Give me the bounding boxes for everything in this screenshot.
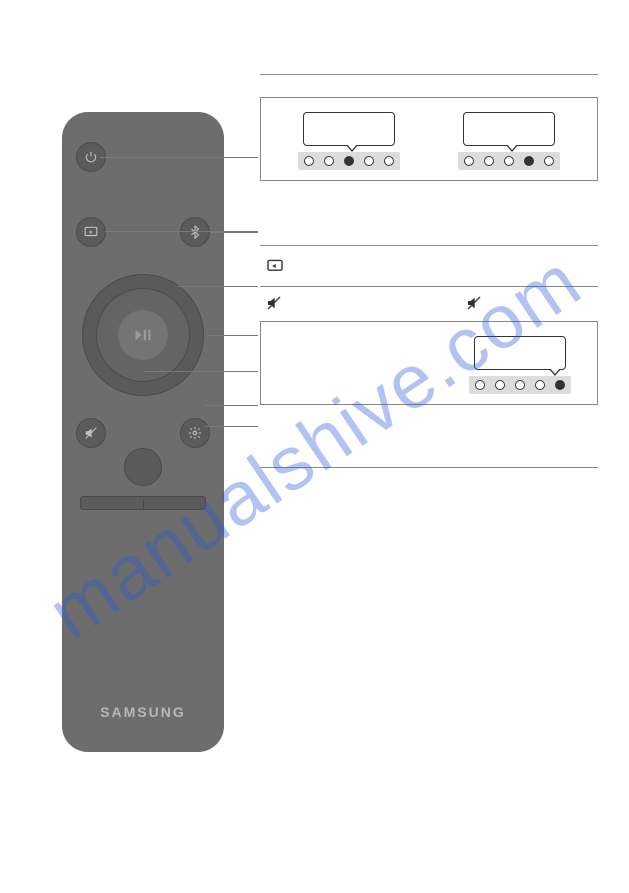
- led-panel-2: [260, 321, 598, 405]
- led-panel-1: [260, 97, 598, 181]
- led-off: [475, 380, 485, 390]
- power-icon: [84, 150, 98, 164]
- mute-icon: [266, 295, 286, 311]
- play-pause-button[interactable]: [118, 310, 168, 360]
- source-button[interactable]: [76, 217, 106, 247]
- led-on: [524, 156, 534, 166]
- brand-label: SAMSUNG: [62, 704, 224, 720]
- source-icon: [266, 259, 286, 273]
- mute-callout-row: [260, 287, 598, 315]
- led-off: [464, 156, 474, 166]
- led-off: [495, 380, 505, 390]
- mute-icon: [466, 295, 486, 311]
- led-off: [484, 156, 494, 166]
- divider: [260, 467, 598, 468]
- leader-line: [210, 232, 258, 233]
- leader-line: [100, 157, 258, 158]
- leader-line: [178, 286, 258, 287]
- bluetooth-button[interactable]: [180, 217, 210, 247]
- play-pause-icon: [134, 328, 152, 342]
- leader-line: [105, 231, 258, 232]
- tooltip-box: [474, 336, 566, 370]
- manual-page: SAMSUNG: [0, 0, 629, 893]
- led-on: [344, 156, 354, 166]
- led-strip: [458, 152, 560, 170]
- led-off: [324, 156, 334, 166]
- volume-rocker[interactable]: [80, 496, 206, 510]
- tooltip-box: [303, 112, 395, 146]
- led-off: [304, 156, 314, 166]
- led-example: [469, 336, 571, 394]
- settings-button[interactable]: [180, 418, 210, 448]
- tooltip-box: [463, 112, 555, 146]
- source-icon: [84, 226, 98, 238]
- leader-line: [205, 405, 258, 406]
- led-off: [535, 380, 545, 390]
- leader-line: [205, 426, 258, 427]
- callout-column: [260, 74, 598, 468]
- mute-button[interactable]: [76, 418, 106, 448]
- gear-icon: [188, 426, 202, 440]
- source-callout-row: [260, 246, 598, 286]
- led-off: [544, 156, 554, 166]
- led-strip: [298, 152, 400, 170]
- led-off: [515, 380, 525, 390]
- leader-line: [144, 371, 258, 372]
- led-off: [504, 156, 514, 166]
- mute-icon: [84, 426, 98, 440]
- leader-line: [208, 335, 258, 336]
- led-off: [384, 156, 394, 166]
- sound-control-button[interactable]: [124, 448, 162, 486]
- remote-body: SAMSUNG: [62, 112, 224, 752]
- bluetooth-icon: [190, 225, 200, 239]
- led-on: [555, 380, 565, 390]
- led-example: [298, 112, 400, 170]
- led-example: [458, 112, 560, 170]
- led-strip: [469, 376, 571, 394]
- led-off: [364, 156, 374, 166]
